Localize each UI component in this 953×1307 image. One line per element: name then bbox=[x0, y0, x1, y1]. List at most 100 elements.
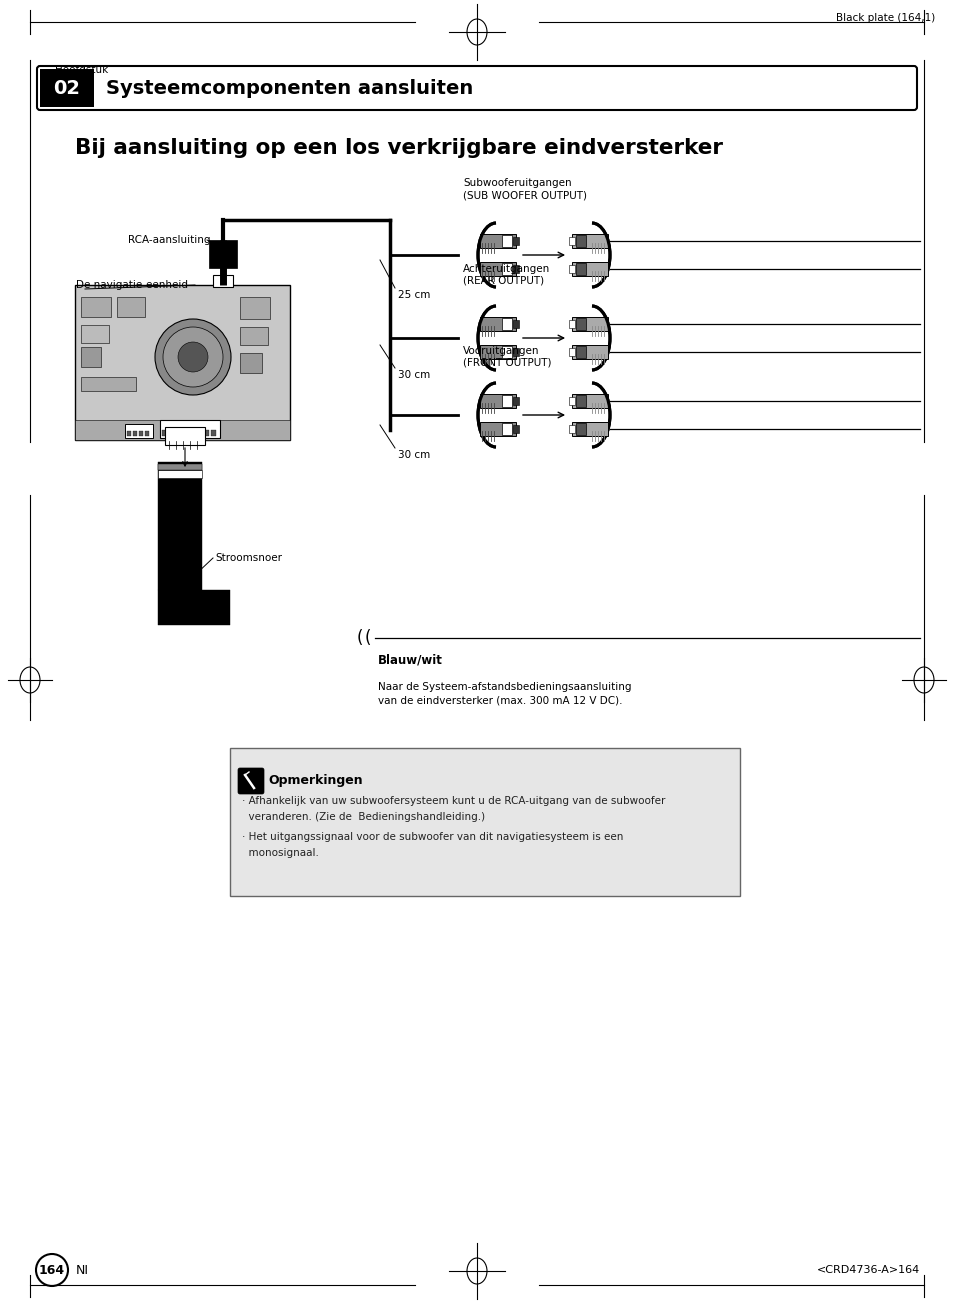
Bar bbox=[75, 420, 290, 440]
Bar bbox=[572, 234, 607, 248]
Text: De navigatie-eenheid: De navigatie-eenheid bbox=[76, 280, 188, 290]
Bar bbox=[81, 297, 111, 318]
Bar bbox=[479, 318, 516, 331]
Bar bbox=[162, 430, 167, 437]
Text: 02: 02 bbox=[53, 78, 80, 98]
Bar bbox=[572, 422, 607, 437]
Bar bbox=[127, 431, 131, 437]
Bar bbox=[501, 423, 512, 435]
Bar bbox=[158, 464, 202, 471]
Bar bbox=[169, 430, 173, 437]
Circle shape bbox=[154, 319, 231, 395]
Text: veranderen. (Zie de  Bedieningshandleiding.): veranderen. (Zie de Bedieningshandleidin… bbox=[242, 812, 485, 822]
Bar bbox=[501, 346, 512, 358]
Text: Naar de Systeem-afstandsbedieningsaansluiting
van de eindversterker (max. 300 mA: Naar de Systeem-afstandsbedieningsaanslu… bbox=[377, 682, 631, 706]
Bar bbox=[139, 431, 143, 437]
Text: 25 cm: 25 cm bbox=[397, 290, 430, 301]
Bar bbox=[183, 430, 188, 437]
Bar bbox=[576, 318, 585, 329]
Text: 164: 164 bbox=[39, 1264, 65, 1277]
Text: Subwooferuitgangen
(SUB WOOFER OUTPUT): Subwooferuitgangen (SUB WOOFER OUTPUT) bbox=[462, 178, 586, 200]
Bar bbox=[196, 430, 202, 437]
Bar bbox=[501, 318, 512, 329]
Text: (: ( bbox=[364, 629, 371, 647]
Bar bbox=[204, 430, 209, 437]
Bar bbox=[572, 261, 607, 276]
Bar bbox=[158, 471, 202, 478]
Bar bbox=[479, 234, 516, 248]
Bar bbox=[479, 393, 516, 408]
Text: Achteruitgangen
(REAR OUTPUT): Achteruitgangen (REAR OUTPUT) bbox=[462, 264, 550, 286]
Bar bbox=[513, 397, 518, 405]
FancyBboxPatch shape bbox=[37, 65, 916, 110]
Text: 30 cm: 30 cm bbox=[397, 450, 430, 460]
Bar bbox=[165, 427, 205, 444]
Bar bbox=[190, 430, 194, 437]
Bar bbox=[501, 235, 512, 247]
Text: Bij aansluiting op een los verkrijgbare eindversterker: Bij aansluiting op een los verkrijgbare … bbox=[75, 139, 722, 158]
Text: 30 cm: 30 cm bbox=[397, 370, 430, 380]
Bar bbox=[75, 285, 290, 440]
Text: Black plate (164,1): Black plate (164,1) bbox=[835, 13, 934, 24]
Bar bbox=[576, 235, 585, 247]
Bar bbox=[81, 376, 136, 391]
Circle shape bbox=[36, 1253, 68, 1286]
Bar bbox=[230, 748, 740, 897]
Text: Systeemcomponenten aansluiten: Systeemcomponenten aansluiten bbox=[106, 78, 473, 98]
Bar bbox=[501, 395, 512, 406]
Text: Blauw/wit: Blauw/wit bbox=[377, 654, 442, 667]
Text: Vooruitgangen
(FRONT OUTPUT): Vooruitgangen (FRONT OUTPUT) bbox=[462, 345, 551, 369]
Bar bbox=[513, 320, 518, 328]
Bar bbox=[132, 431, 137, 437]
Bar bbox=[572, 393, 607, 408]
Bar bbox=[513, 237, 518, 244]
Text: RCA-aansluiting: RCA-aansluiting bbox=[128, 235, 211, 244]
Text: Stroomsnoer: Stroomsnoer bbox=[214, 553, 282, 563]
Bar bbox=[568, 348, 575, 356]
Text: Hoofdstuk: Hoofdstuk bbox=[55, 65, 108, 74]
Bar bbox=[158, 461, 202, 589]
Bar bbox=[572, 345, 607, 359]
Bar bbox=[568, 425, 575, 433]
Text: · Afhankelijk van uw subwoofersysteem kunt u de RCA-uitgang van de subwoofer: · Afhankelijk van uw subwoofersysteem ku… bbox=[242, 796, 664, 806]
Bar bbox=[568, 397, 575, 405]
Bar bbox=[175, 430, 181, 437]
Bar bbox=[513, 265, 518, 273]
FancyBboxPatch shape bbox=[237, 769, 264, 793]
Bar bbox=[568, 320, 575, 328]
Bar bbox=[576, 346, 585, 358]
Bar bbox=[479, 422, 516, 437]
Bar bbox=[40, 69, 94, 107]
Text: monosignaal.: monosignaal. bbox=[242, 848, 318, 857]
Bar bbox=[513, 348, 518, 356]
Bar bbox=[211, 430, 215, 437]
Bar bbox=[240, 353, 262, 372]
Bar bbox=[479, 345, 516, 359]
Bar bbox=[81, 346, 101, 367]
Bar bbox=[572, 318, 607, 331]
Bar bbox=[213, 274, 233, 288]
Text: <CRD4736-A>164: <CRD4736-A>164 bbox=[816, 1265, 919, 1276]
Bar bbox=[158, 589, 230, 625]
Text: Opmerkingen: Opmerkingen bbox=[268, 775, 362, 788]
Bar bbox=[160, 420, 220, 438]
Bar bbox=[240, 297, 270, 319]
Circle shape bbox=[163, 327, 223, 387]
Bar bbox=[513, 425, 518, 433]
Bar bbox=[576, 395, 585, 406]
Bar bbox=[501, 263, 512, 274]
Bar bbox=[209, 240, 236, 268]
Bar bbox=[568, 265, 575, 273]
Bar bbox=[568, 237, 575, 244]
Text: NI: NI bbox=[76, 1264, 89, 1277]
Bar bbox=[117, 297, 145, 318]
Bar bbox=[145, 431, 149, 437]
Bar bbox=[576, 423, 585, 435]
Bar bbox=[125, 423, 152, 438]
Bar bbox=[576, 263, 585, 274]
Bar bbox=[479, 261, 516, 276]
Text: (: ( bbox=[356, 629, 363, 647]
Circle shape bbox=[178, 342, 208, 372]
Text: · Het uitgangssignaal voor de subwoofer van dit navigatiesysteem is een: · Het uitgangssignaal voor de subwoofer … bbox=[242, 833, 622, 842]
Bar bbox=[81, 325, 109, 342]
